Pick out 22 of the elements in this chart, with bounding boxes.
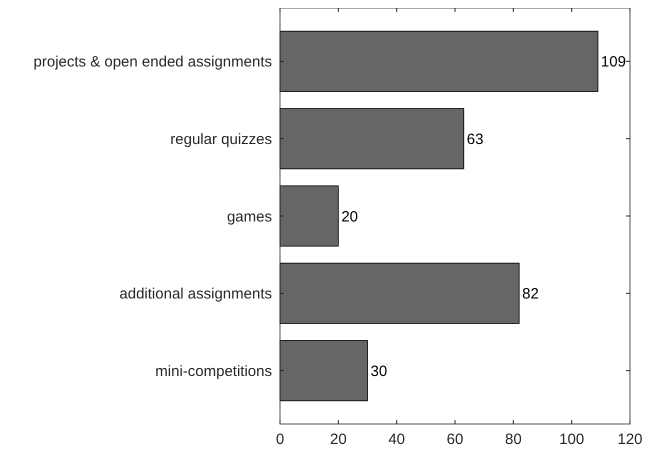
data-label: 20 — [341, 208, 358, 226]
data-label: 82 — [522, 286, 539, 303]
data-label: 63 — [466, 130, 484, 148]
y-tick-label: mini-competitions — [155, 362, 272, 380]
x-tick-label: 100 — [559, 431, 584, 448]
y-tick-label: regular quizzes — [170, 130, 272, 148]
x-tick-label: 60 — [446, 431, 464, 448]
x-tick-label: 20 — [330, 431, 347, 448]
y-tick-label: additional assignments — [119, 286, 272, 303]
bar — [280, 30, 598, 92]
x-tick-label: 80 — [504, 431, 522, 448]
data-label: 109 — [600, 54, 626, 71]
x-tick-label: 0 — [276, 431, 284, 448]
y-tick-label: projects & open ended assignments — [34, 54, 272, 71]
bar — [280, 262, 520, 324]
data-label: 30 — [370, 362, 388, 380]
bar — [280, 340, 368, 402]
x-tick-label: 120 — [617, 431, 643, 448]
y-tick-label: games — [226, 208, 272, 226]
bar — [280, 108, 464, 170]
x-tick-label: 40 — [388, 431, 406, 448]
bar — [280, 185, 339, 247]
